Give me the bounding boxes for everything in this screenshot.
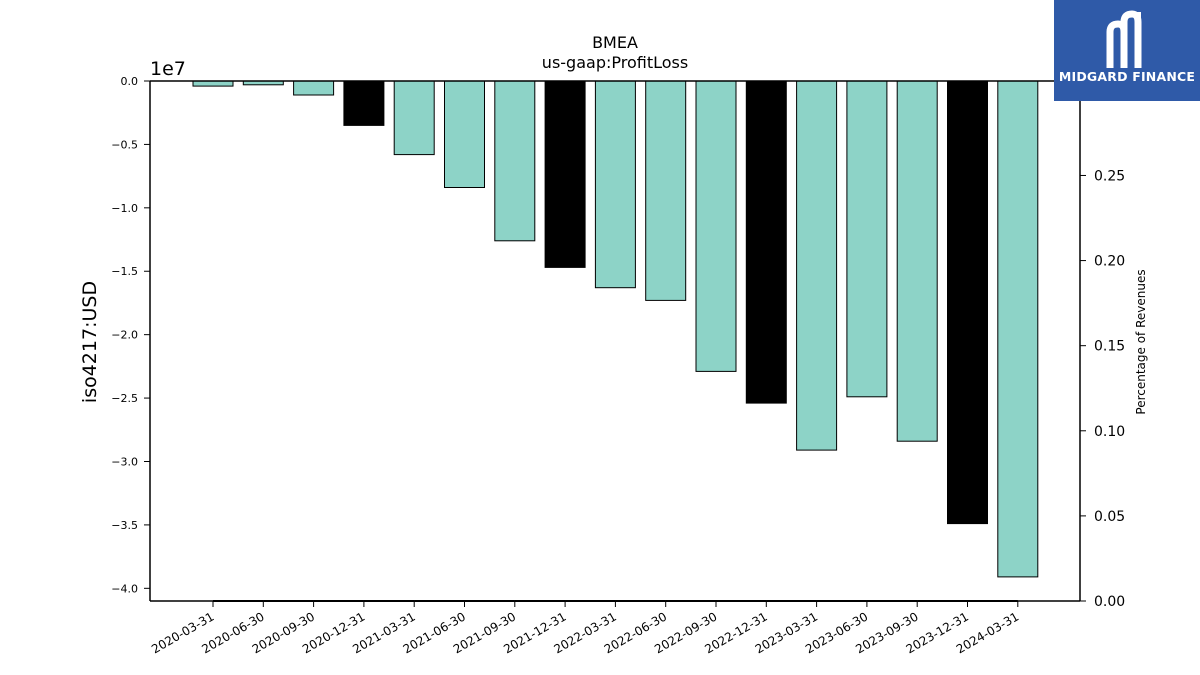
y2-tick-label: 0.25	[1094, 168, 1125, 184]
bar	[444, 80, 485, 188]
bars-group	[192, 80, 1039, 578]
bar	[745, 80, 787, 404]
y-tick-label: −1.0	[111, 202, 138, 215]
y2-tick-label: 0.20	[1094, 254, 1125, 270]
bar	[796, 80, 838, 451]
bar	[997, 80, 1039, 578]
logo-mark-icon	[1106, 10, 1142, 68]
y-tick-label: −4.0	[111, 582, 138, 595]
bar	[544, 80, 586, 268]
bar	[393, 80, 435, 156]
y-offset-label: 1e7	[150, 58, 186, 80]
y2-tick-label: 0.05	[1094, 509, 1125, 525]
y-tick-label: −3.0	[111, 455, 138, 468]
bar	[846, 80, 888, 398]
y-tick-label: −0.5	[111, 138, 138, 151]
chart-subtitle: us-gaap:ProfitLoss	[542, 53, 688, 72]
bar	[293, 80, 335, 96]
bar	[695, 80, 737, 372]
bar	[645, 80, 687, 301]
y-tick-label: 0.0	[121, 75, 139, 88]
bar	[343, 80, 385, 126]
bar	[947, 80, 988, 525]
y2-tick-label: 0.00	[1094, 594, 1125, 610]
y-axis-label: iso4217:USD	[79, 281, 101, 403]
bar	[494, 80, 536, 242]
y2-tick-label: 0.15	[1094, 339, 1125, 355]
y-tick-label: −2.0	[111, 329, 138, 342]
bar	[896, 80, 938, 442]
y-tick-label: −1.5	[111, 265, 138, 278]
chart-title: BMEA	[592, 33, 638, 52]
y-tick-label: −3.5	[111, 519, 138, 532]
y-tick-label: −2.5	[111, 392, 138, 405]
bar	[594, 80, 636, 289]
bar	[192, 80, 234, 87]
logo-text: MIDGARD FINANCE	[1058, 69, 1196, 84]
y2-tick-label: 0.10	[1094, 424, 1125, 440]
y2-axis-label: Percentage of Revenues	[1134, 269, 1148, 414]
midgard-finance-logo: MIDGARD FINANCE	[1054, 0, 1200, 101]
